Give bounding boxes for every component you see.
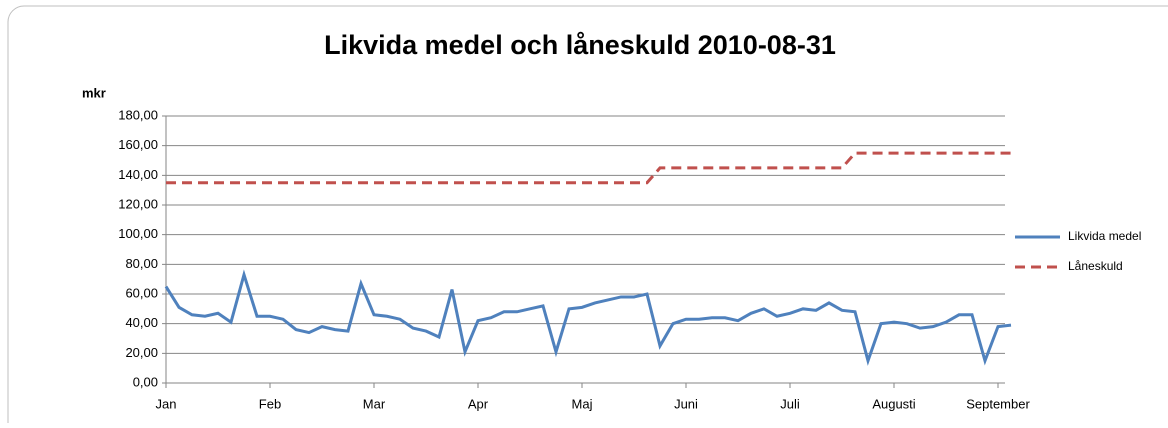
y-tick-label: 100,00	[118, 226, 158, 241]
y-tick-label: 120,00	[118, 196, 158, 211]
series-line	[164, 269, 1012, 366]
chart-title: Likvida medel och låneskuld 2010-08-31	[324, 30, 836, 60]
series-line	[166, 151, 1011, 185]
y-tick-label: 60,00	[125, 285, 158, 300]
y-tick-label: 80,00	[125, 256, 158, 271]
x-tick-label: Juni	[674, 396, 698, 411]
y-tick-label: 180,00	[118, 107, 158, 122]
y-tick-label: 140,00	[118, 167, 158, 182]
x-tick-label: Jan	[156, 396, 177, 411]
y-tick-label: 20,00	[125, 345, 158, 360]
x-tick-label: September	[966, 396, 1030, 411]
chart-frame	[7, 5, 1168, 428]
x-tick-label: Augusti	[872, 396, 915, 411]
x-tick-label: Maj	[572, 396, 593, 411]
legend-label: Låneskuld	[1068, 259, 1123, 273]
x-tick-label: Juli	[780, 396, 800, 411]
y-tick-label: 160,00	[118, 137, 158, 152]
x-tick-label: Apr	[468, 396, 489, 411]
legend-label: Likvida medel	[1068, 229, 1141, 243]
y-tick-label: 40,00	[125, 315, 158, 330]
y-axis-label: mkr	[82, 85, 106, 100]
y-tick-label: 0,00	[133, 374, 158, 389]
x-tick-label: Feb	[259, 396, 281, 411]
x-tick-label: Mar	[363, 396, 386, 411]
